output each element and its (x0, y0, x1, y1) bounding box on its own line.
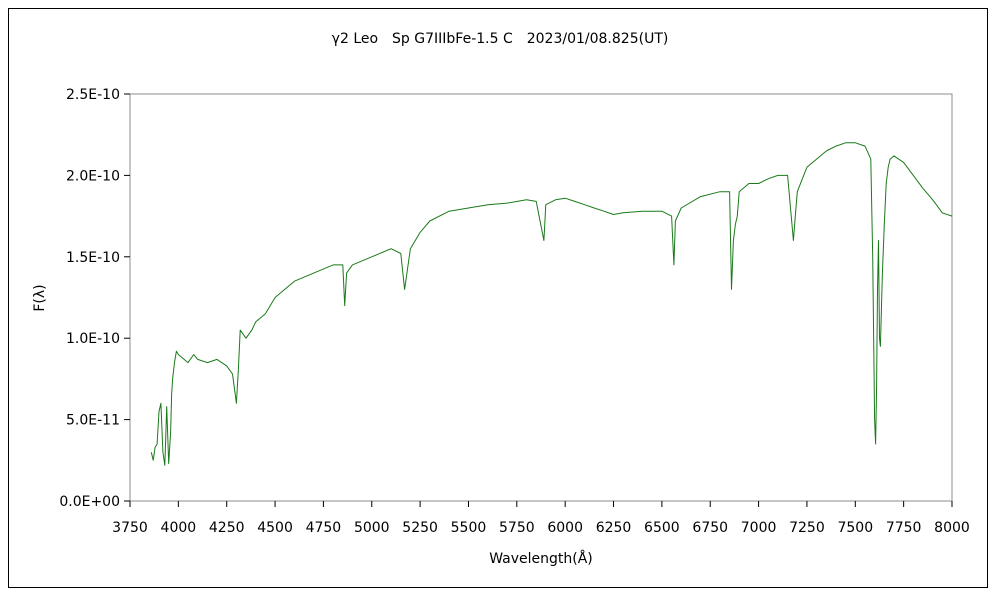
series-group (150, 142, 953, 466)
x-tick-label: 5500 (451, 520, 487, 536)
y-tick-label: 0.0E+00 (59, 494, 120, 510)
y-axis-label: F(λ) (32, 284, 48, 311)
x-tick-label: 4000 (161, 520, 197, 536)
x-tick-label: 6750 (692, 520, 728, 536)
x-tick-label: 6000 (547, 520, 583, 536)
x-tick-label: 5250 (402, 520, 438, 536)
y-tick-label: 1.5E-10 (66, 250, 120, 266)
y-tick-label: 1.0E-10 (66, 331, 120, 347)
x-tick-label: 4750 (306, 520, 342, 536)
chart-title: γ2 Leo Sp G7IIIbFe-1.5 C 2023/01/08.825(… (331, 31, 669, 47)
y-tick-label: 2.5E-10 (66, 87, 120, 103)
x-tick-label: 4500 (257, 520, 293, 536)
x-tick-label: 6500 (644, 520, 680, 536)
x-tick-label: 4250 (209, 520, 245, 536)
x-tick-label: 7750 (886, 520, 922, 536)
y-tick-label: 5.0E-11 (66, 413, 120, 429)
x-tick-label: 7000 (741, 520, 777, 536)
x-tick-label: 6250 (596, 520, 632, 536)
plot-area (129, 93, 953, 502)
x-tick-label: 7500 (837, 520, 873, 536)
y-tick-label: 2.0E-10 (66, 168, 120, 184)
y-axis-ticks: 0.0E+00 5.0E-11 1.0E-10 1.5E-10 2.0E-10 2.5E-… (59, 87, 130, 510)
x-tick-label: 5750 (499, 520, 535, 536)
x-tick-label: 8000 (934, 520, 970, 536)
x-tick-label: 5000 (354, 520, 390, 536)
x-axis-ticks: 3750 4000 4250 4500 4750 5000 5250 5500 5750 6000… (112, 501, 970, 536)
spectrum-line (150, 142, 953, 466)
x-tick-label: 7250 (789, 520, 825, 536)
x-tick-label: 3750 (112, 520, 148, 536)
x-axis-label: Wavelength(Å) (489, 550, 593, 567)
